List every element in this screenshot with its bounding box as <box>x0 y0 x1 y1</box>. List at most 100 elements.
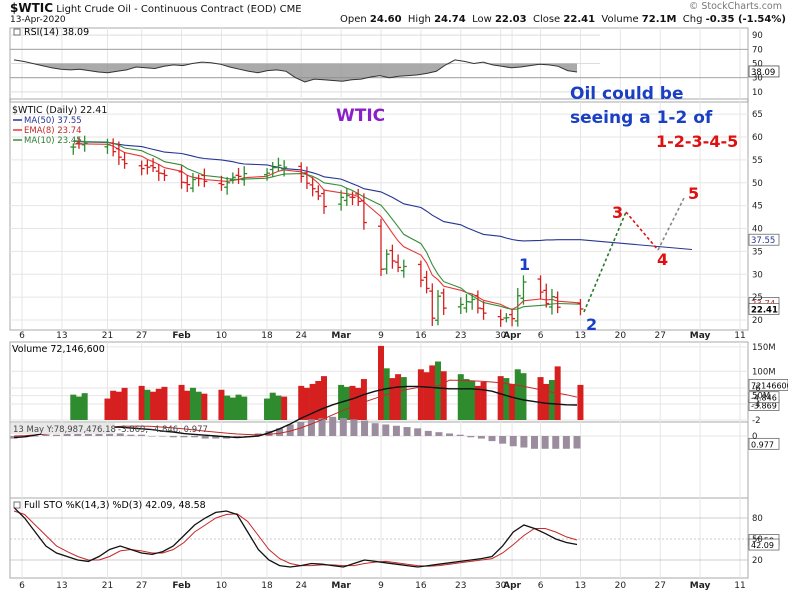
note-line-1: Oil could be <box>570 84 684 104</box>
volume-bar <box>577 384 584 420</box>
volume-bar <box>315 381 322 420</box>
copyright: © StockCharts.com <box>688 1 782 12</box>
macd-hist-bar <box>361 420 369 436</box>
macd-hist-bar <box>31 436 39 437</box>
macd-signal-tag-text: -4.846 <box>751 394 777 403</box>
wave-2-label: 2 <box>586 315 597 334</box>
x-tick-label: Apr <box>503 331 521 341</box>
macd-hist-bar <box>212 436 220 439</box>
rsi-tick-label: 70 <box>752 45 763 55</box>
price-tick-label: 50 <box>752 179 763 189</box>
volume-tick-label: 100M <box>752 367 776 377</box>
volume-bar <box>150 391 157 420</box>
volume-bar <box>144 389 151 420</box>
macd-hist-bar <box>541 436 549 449</box>
sto-k-tag-text: 42.09 <box>751 541 774 550</box>
volume-bar <box>104 398 111 420</box>
macd-hist-bar <box>84 432 92 436</box>
macd-hist-bar <box>467 436 475 438</box>
macd-hist-bar <box>562 436 570 449</box>
x-tick-label: Feb <box>172 581 191 591</box>
x-tick-label: Feb <box>172 331 191 341</box>
macd-hist-bar <box>169 436 177 438</box>
volume-bar <box>423 372 430 420</box>
volume-bar <box>349 385 356 420</box>
volume-bar <box>389 378 396 420</box>
macd-hist-bar <box>488 436 496 442</box>
volume-bar <box>189 387 196 420</box>
x-tick-label: 21 <box>102 581 113 591</box>
chart-date: 13-Apr-2020 <box>10 15 66 25</box>
volume-bar <box>218 389 225 420</box>
volume-last-tag <box>748 379 788 391</box>
symbol: $WTIC <box>10 1 54 15</box>
wave-3-label: 3 <box>612 203 623 222</box>
x-tick-label: 13 <box>575 331 586 341</box>
rsi-line <box>13 59 578 83</box>
volume-bar <box>537 377 544 420</box>
ma50-line <box>73 140 693 251</box>
macd-hist-bar <box>403 427 411 436</box>
x-tick-label: 13 <box>56 581 67 591</box>
macd-hist-bar <box>52 434 60 436</box>
projection-wave-4 <box>625 211 659 251</box>
x-tick-label: Mar <box>331 581 351 591</box>
volume-bar <box>480 381 487 420</box>
sto-tick-label: 50 <box>752 535 763 545</box>
macd-hist-bar <box>531 436 539 449</box>
volume-bar <box>195 391 202 420</box>
rsi-tick-label: 10 <box>752 88 763 98</box>
volume-bar <box>269 392 276 420</box>
macd-hist-bar <box>509 436 517 447</box>
macd-signal-tag <box>748 391 780 404</box>
macd-hist-bar <box>339 418 347 436</box>
x-tick-label: 27 <box>136 331 147 341</box>
x-tick-label: Mar <box>331 331 351 341</box>
macd-line-tag-text: -3.869 <box>751 402 777 411</box>
volume-bar <box>235 394 242 420</box>
x-tick-label: 6 <box>538 581 544 591</box>
x-tick-label: 11 <box>734 581 745 591</box>
macd-hist-bar <box>63 433 71 436</box>
sto-panel <box>9 497 749 579</box>
macd-tick-label: 0 <box>752 432 757 442</box>
x-tick-label: 20 <box>615 331 627 341</box>
sto-k-line <box>13 507 578 568</box>
price-panel <box>9 101 749 331</box>
price-tick-label: 25 <box>752 293 763 303</box>
price-tick-label: 40 <box>752 225 763 235</box>
volume-bar <box>378 345 384 420</box>
macd-hist-bar <box>456 434 464 436</box>
price-tick-label: 30 <box>752 270 763 280</box>
volume-bar <box>75 396 82 420</box>
volume-bar <box>184 390 191 420</box>
macd-hist-bar <box>350 419 358 436</box>
macd-hist-bar <box>424 430 432 436</box>
x-tick-label: Apr <box>503 581 521 591</box>
macd-hist-bar <box>148 436 156 437</box>
ma50-last-tag <box>748 233 780 246</box>
x-tick-label: 6 <box>19 581 25 591</box>
macd-hist-bar <box>233 436 241 438</box>
ma50-legend: MA(50) 37.55 <box>24 116 82 126</box>
volume-bar <box>417 369 424 420</box>
price-tick-label: 55 <box>752 156 763 166</box>
macd-hist-bar <box>573 436 581 449</box>
axis-ticks: 66131321212727FebFeb101018182424MarMar99… <box>19 31 775 591</box>
x-tick-label: 16 <box>415 581 427 591</box>
macd-hist-tag-text: 0.977 <box>751 440 774 449</box>
note-line-2: seeing a 1-2 of <box>570 108 713 128</box>
x-tick-label: 24 <box>295 581 307 591</box>
volume-bar <box>457 374 464 420</box>
macd-hist-bar <box>180 436 188 438</box>
sto-legend-text: Full STO %K(14,3) %D(3) 42.09, 48.58 <box>24 500 206 511</box>
volume-bar <box>115 391 122 420</box>
volume-bar <box>360 379 367 420</box>
volume-bar <box>463 379 470 420</box>
x-tick-label: 18 <box>261 331 273 341</box>
macd-hist-bar <box>137 434 145 436</box>
volume-last-value: 72146600 <box>751 381 788 390</box>
x-tick-label: 9 <box>378 331 384 341</box>
